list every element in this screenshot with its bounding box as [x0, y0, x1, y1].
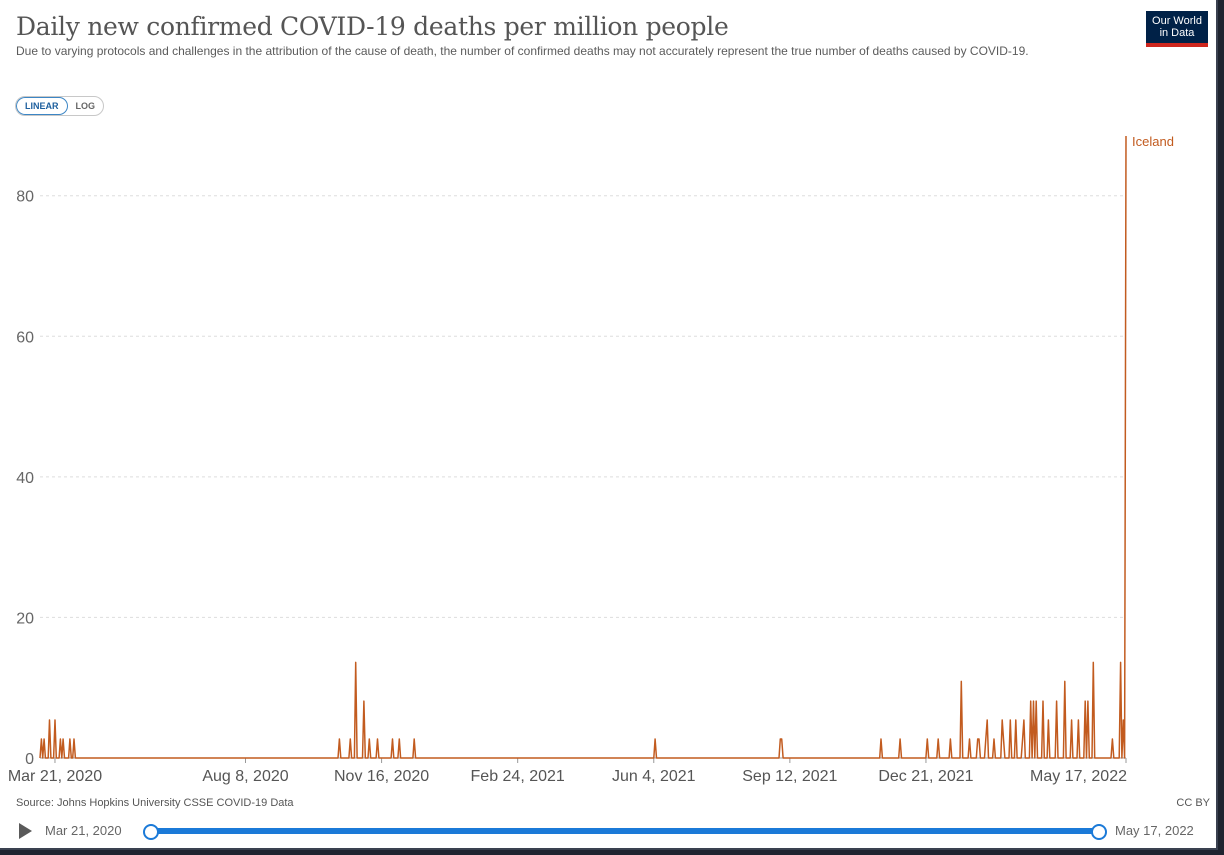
x-tick-label: Sep 12, 2021: [742, 768, 837, 785]
series-label-iceland: Iceland: [1132, 134, 1174, 149]
chart-subtitle: Due to varying protocols and challenges …: [16, 44, 1029, 58]
y-tick-label: 80: [16, 189, 34, 206]
log-scale-button[interactable]: LOG: [75, 101, 96, 111]
x-tick-label: Mar 21, 2020: [8, 768, 102, 785]
x-tick-label: May 17, 2022: [1030, 768, 1127, 785]
logo-line-1: Our World: [1152, 15, 1202, 27]
y-tick-label: 20: [16, 610, 34, 627]
y-tick-label: 40: [16, 470, 34, 487]
logo-line-2: in Data: [1159, 27, 1195, 39]
series-line-iceland: [39, 135, 1127, 759]
x-tick-label: Jun 4, 2021: [612, 768, 696, 785]
x-tick-label: Dec 21, 2021: [878, 768, 973, 785]
timeline-slider[interactable]: [150, 828, 1100, 834]
timeline-end-handle[interactable]: [1091, 824, 1107, 840]
play-icon[interactable]: [19, 823, 32, 839]
x-tick-label: Aug 8, 2020: [202, 768, 288, 785]
linear-scale-button[interactable]: LINEAR: [16, 97, 68, 115]
y-tick-label: 0: [25, 751, 34, 768]
line-chart: 0 20 40 60 80 Mar 21, 2020 Aug 8, 2020 Nov 16, …: [8, 134, 1174, 785]
license-link[interactable]: CC BY: [1176, 797, 1210, 809]
scale-toggle: LINEAR LOG: [15, 96, 104, 116]
timeline-start-handle[interactable]: [143, 824, 159, 840]
owid-logo[interactable]: Our World in Data: [1146, 11, 1208, 47]
source-note[interactable]: Source: Johns Hopkins University CSSE CO…: [16, 797, 294, 809]
timeline-end-date: May 17, 2022: [1115, 823, 1194, 838]
chart-title: Daily new confirmed COVID-19 deaths per …: [16, 12, 729, 41]
timeline-start-date: Mar 21, 2020: [45, 823, 122, 838]
x-tick-label: Nov 16, 2020: [334, 768, 429, 785]
x-tick-label: Feb 24, 2021: [471, 768, 565, 785]
y-tick-label: 60: [16, 329, 34, 346]
